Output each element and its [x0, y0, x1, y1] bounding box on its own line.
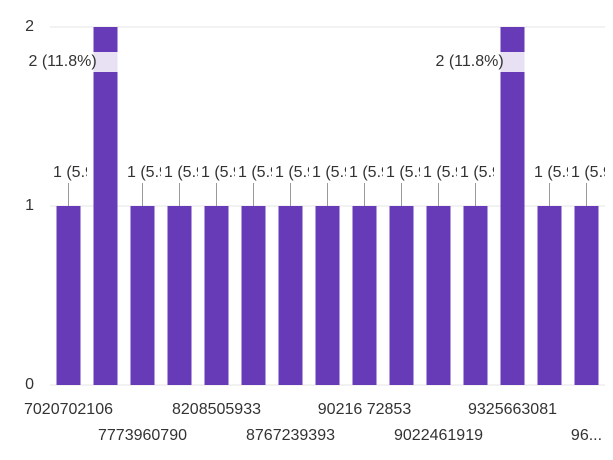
bar	[389, 206, 414, 385]
x-tick-label: 8208505933	[172, 401, 261, 418]
value-label-bg	[385, 163, 418, 183]
value-label: 1 (5.9%)	[386, 164, 446, 181]
value-label-bg	[422, 163, 455, 183]
value-label: 1 (5.9%)	[275, 164, 335, 181]
bar	[426, 206, 451, 385]
value-label: 1 (5.9%)	[423, 164, 483, 181]
bar	[500, 27, 525, 385]
value-label: 1 (5.9%)	[53, 164, 113, 181]
x-tick-label: 90216 72853	[318, 401, 412, 418]
value-label: 1 (5.9%)	[201, 164, 261, 181]
value-label-bg	[570, 163, 603, 183]
x-tick-label: 7020702106	[24, 401, 113, 418]
bar	[463, 206, 488, 385]
value-label-bg	[311, 163, 344, 183]
bar	[56, 206, 81, 385]
bar	[278, 206, 303, 385]
value-label: 2 (11.8%)	[436, 53, 504, 70]
bar	[352, 206, 377, 385]
value-label-bg	[274, 163, 307, 183]
value-label-bg	[200, 163, 233, 183]
value-label: 1 (5.9%)	[312, 164, 372, 181]
value-label-bg	[434, 52, 541, 72]
value-label: 1 (5.9%)	[238, 164, 298, 181]
bar	[204, 206, 229, 385]
value-label-bg	[348, 163, 381, 183]
value-label: 1 (5.9%)	[534, 164, 594, 181]
x-tick-label: 8767239393	[246, 427, 335, 444]
bar	[130, 206, 155, 385]
bar	[93, 27, 118, 385]
bar	[315, 206, 340, 385]
value-label-bg	[126, 163, 159, 183]
y-tick-label: 0	[25, 376, 34, 393]
y-tick-label: 2	[25, 18, 34, 35]
x-tick-label: 9325663081	[468, 401, 557, 418]
value-label: 1 (5.9%)	[127, 164, 187, 181]
value-label: 1 (5.9%)	[349, 164, 409, 181]
bar	[167, 206, 192, 385]
value-label-bg	[52, 163, 85, 183]
value-label-bg	[459, 163, 492, 183]
value-label-bg	[27, 52, 134, 72]
x-tick-label: 7773960790	[98, 427, 187, 444]
bar	[574, 206, 599, 385]
bar	[537, 206, 562, 385]
value-label: 1 (5.9%)	[460, 164, 520, 181]
y-tick-label: 1	[25, 197, 34, 214]
value-label-bg	[237, 163, 270, 183]
x-tick-label: 9022461919	[394, 427, 483, 444]
value-label: 1 (5.9%)	[164, 164, 224, 181]
value-label: 1 (5.9%)	[571, 164, 613, 181]
value-label-bg	[163, 163, 196, 183]
value-label-bg	[533, 163, 566, 183]
value-label: 2 (11.8%)	[29, 53, 97, 70]
bar	[241, 206, 266, 385]
x-tick-label: 96...	[571, 427, 602, 444]
